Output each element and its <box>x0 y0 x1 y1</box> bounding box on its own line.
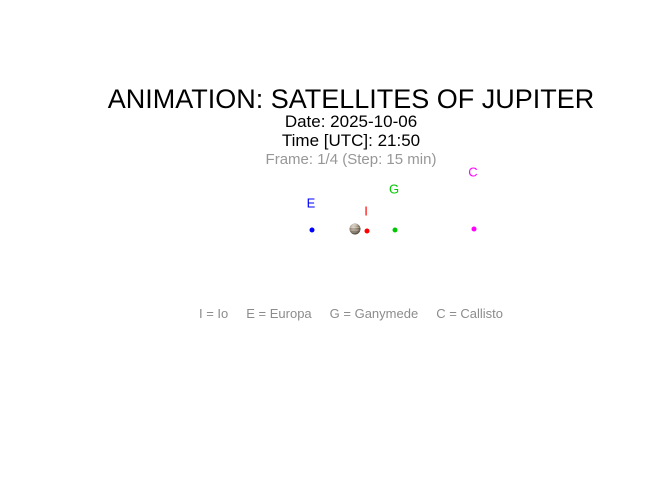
io-dot <box>364 228 370 234</box>
callisto-dot <box>471 226 477 232</box>
io-label: I <box>364 203 368 219</box>
plot-title: ANIMATION: SATELLITES OF JUPITER <box>107 84 595 114</box>
callisto-label: C <box>468 164 478 180</box>
ganymede-label: G <box>388 181 400 197</box>
legend-item-ganymede: G = Ganymede <box>329 306 419 321</box>
europa-label: E <box>306 195 316 211</box>
legend: I = Io E = Europa G = Ganymede C = Callisto <box>15 306 672 321</box>
legend-item-europa: E = Europa <box>246 306 312 321</box>
legend-item-io: I = Io <box>198 306 229 321</box>
frame-counter: Frame: 1/4 (Step: 15 min) <box>265 151 437 168</box>
date-line: Date: 2025-10-06 <box>284 112 418 131</box>
europa-dot <box>309 227 315 233</box>
legend-item-callisto: C = Callisto <box>436 306 504 321</box>
time-line: Time [UTC]: 21:50 <box>281 131 421 150</box>
ganymede-dot <box>392 227 398 233</box>
jupiter-planet <box>349 223 361 235</box>
